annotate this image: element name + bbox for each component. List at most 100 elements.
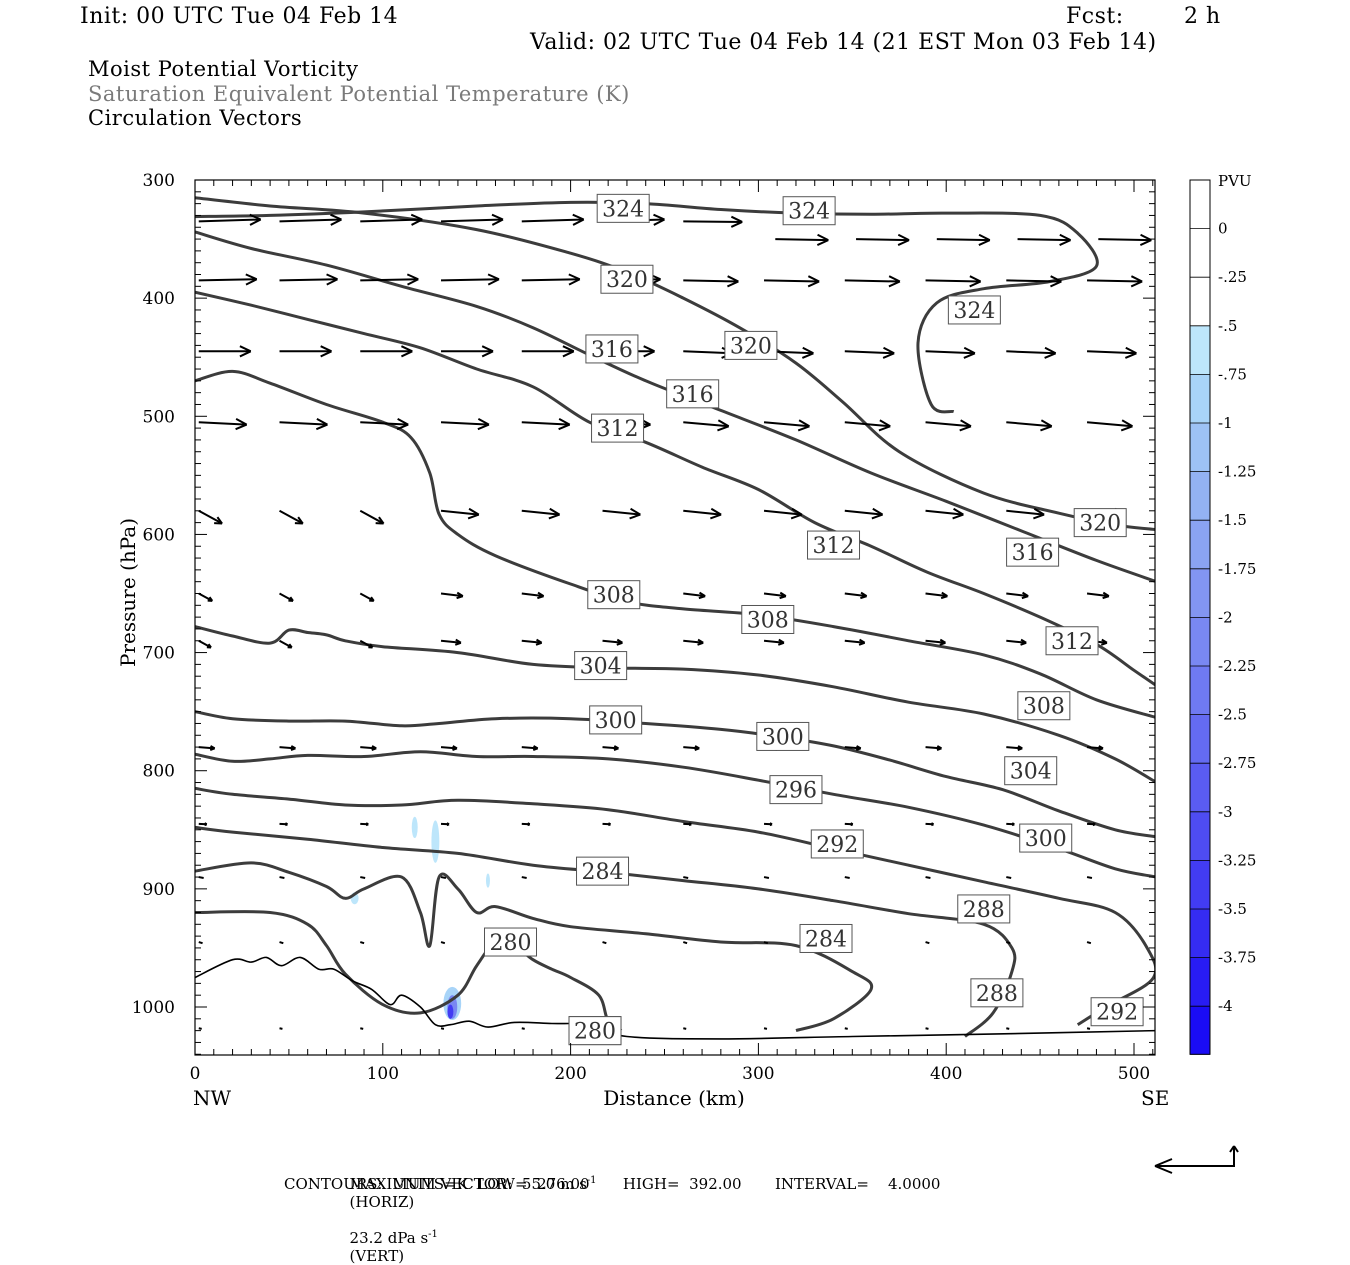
contour-label-320: 320: [1079, 512, 1121, 537]
theta-es-contour-320: [195, 198, 1157, 530]
x-tick-label: 0: [190, 1064, 201, 1084]
circulation-vector: [683, 593, 705, 599]
circulation-vector: [764, 1028, 767, 1029]
circulation-vector: [775, 235, 828, 245]
colorbar-level-label: -3.75: [1218, 949, 1256, 967]
circulation-vector: [522, 1028, 525, 1029]
circulation-vector: [764, 823, 772, 825]
x-tick-label: 300: [742, 1064, 774, 1084]
colorbar-level-label: -2.25: [1218, 657, 1256, 675]
circulation-vector: [522, 640, 542, 645]
reference-vector: [1155, 1146, 1238, 1173]
colorbar-swatch: [1190, 860, 1210, 909]
circulation-vector: [1098, 235, 1151, 245]
circulation-vector: [845, 276, 900, 286]
circulation-vector: [926, 823, 934, 825]
circulation-vector: [1006, 877, 1011, 878]
colorbar-level-label: -1.25: [1218, 463, 1256, 481]
plot-frame: [195, 180, 1155, 1055]
max-vector-note: MAXIMUM VECTOR: 55.0 m s-1 (HORIZ) 23.2 …: [340, 1157, 597, 1265]
circulation-vector: [441, 640, 461, 645]
contour-label-324: 324: [602, 197, 644, 222]
colorbar-swatch: [1190, 472, 1210, 521]
colorbar-swatch: [1190, 909, 1210, 958]
contour-label-312: 312: [1051, 630, 1093, 655]
circulation-vector: [683, 509, 721, 519]
circulation-vector: [280, 641, 292, 648]
mpv-shaded-area: [447, 1005, 453, 1019]
circulation-vector: [845, 509, 883, 519]
circulation-vector: [441, 746, 457, 750]
y-tick-label: 300: [143, 171, 175, 191]
colorbar-level-label: -1.5: [1218, 511, 1247, 529]
colorbar-swatch: [1190, 763, 1210, 812]
circulation-vector: [280, 594, 294, 601]
circulation-vector: [683, 640, 703, 645]
circulation-vector: [1006, 746, 1022, 750]
x-tick-label: 200: [554, 1064, 586, 1084]
theta-es-contours: [195, 198, 1157, 1039]
circulation-vector: [199, 942, 203, 943]
reference-vector-arrow: [1155, 1146, 1234, 1166]
y-tick-label: 700: [143, 644, 175, 664]
circulation-vector: [845, 877, 850, 878]
circulation-vector: [522, 419, 570, 429]
circulation-vector: [360, 1028, 363, 1029]
circulation-vector: [199, 346, 251, 356]
circulation-vector: [199, 419, 247, 429]
colorbar-level-label: -3.5: [1218, 900, 1247, 918]
circulation-vector: [764, 509, 802, 519]
colorbar-level-label: -2: [1218, 608, 1233, 626]
contour-label-292: 292: [816, 833, 858, 858]
colorbar-swatch: [1190, 326, 1210, 375]
circulation-vector: [1018, 235, 1071, 245]
y-tick-label: 900: [143, 880, 175, 900]
circulation-vector: [522, 509, 560, 519]
contour-label-280: 280: [574, 1020, 616, 1045]
colorbar-swatch: [1190, 958, 1210, 1007]
circulation-vector: [603, 746, 619, 750]
contour-label-288: 288: [976, 982, 1018, 1007]
circulation-vector: [280, 274, 338, 284]
circulation-vector: [280, 942, 284, 943]
colorbar-swatch: [1190, 229, 1210, 278]
circulation-vector: [683, 217, 742, 227]
contour-label-324: 324: [788, 200, 830, 225]
circulation-vector: [441, 346, 493, 356]
contour-label-292: 292: [1096, 1001, 1138, 1026]
colorbar-level-label: -3: [1218, 803, 1233, 821]
circulation-vector: [280, 1028, 283, 1029]
contour-label-296: 296: [775, 779, 817, 804]
circulation-vector: [764, 593, 786, 599]
circulation-vector: [522, 274, 580, 284]
contour-label-316: 316: [1012, 541, 1054, 566]
contour-label-284: 284: [582, 860, 624, 885]
colorbar-swatch: [1190, 277, 1210, 326]
circulation-vector: [845, 348, 894, 358]
circulation-vector: [603, 823, 611, 825]
circulation-vector: [1087, 276, 1142, 286]
y-tick-label: 500: [143, 407, 175, 427]
circulation-vector: [522, 877, 527, 878]
circulation-vector: [926, 746, 942, 750]
circulation-vector: [1006, 593, 1028, 599]
colorbar-swatch: [1190, 617, 1210, 666]
circulation-vector: [360, 942, 364, 943]
max-vector-horiz-tag: (HORIZ): [350, 1193, 415, 1211]
contour-label-316: 316: [591, 338, 633, 363]
colorbar-swatch: [1190, 715, 1210, 764]
circulation-vector: [199, 274, 257, 284]
x-tick-label: 500: [1118, 1064, 1150, 1084]
contour-label-308: 308: [747, 608, 789, 633]
contour-label-300: 300: [1025, 827, 1067, 852]
circulation-vector: [441, 823, 449, 825]
circulation-vector: [441, 593, 463, 599]
circulation-vector: [1006, 348, 1055, 358]
colorbar-swatch: [1190, 569, 1210, 618]
circulation-vector: [441, 877, 446, 878]
circulation-vector: [926, 420, 971, 430]
y-axis-label: Pressure (hPa): [116, 518, 140, 667]
circulation-vector: [603, 640, 623, 645]
circulation-vector: [441, 274, 499, 284]
